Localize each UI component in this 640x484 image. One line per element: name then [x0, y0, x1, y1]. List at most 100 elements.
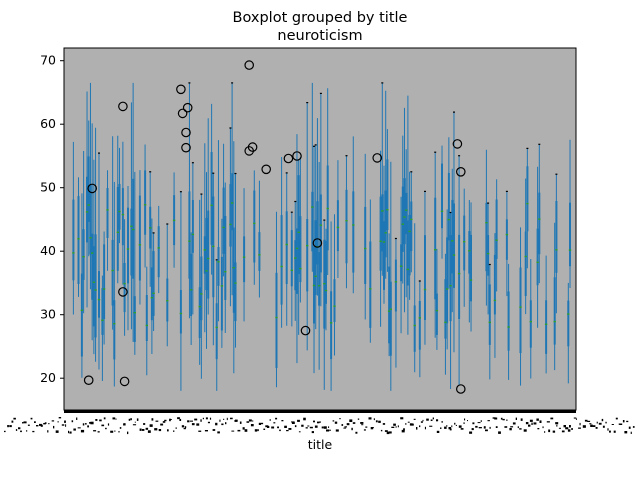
x-tick-label: [205, 430, 208, 431]
x-tick-label: [589, 423, 591, 424]
x-tick-label: [259, 423, 261, 425]
box-item: [112, 136, 113, 329]
x-tick-label: [252, 421, 253, 422]
x-tick-label: [28, 425, 30, 426]
x-tick-label: [78, 427, 81, 428]
x-tick-label: [467, 420, 468, 421]
x-tick-label: [360, 422, 363, 424]
box-item: [276, 212, 277, 388]
x-tick-label: [513, 422, 516, 424]
x-tick-label: [101, 425, 104, 427]
x-tick-label: [459, 425, 462, 427]
x-tick-label: [587, 421, 590, 422]
x-tick-label: [221, 424, 223, 426]
x-tick-label: [203, 418, 204, 419]
box-item: [414, 223, 415, 372]
x-tick-label: [393, 424, 396, 426]
box-item: [208, 118, 209, 314]
x-tick-label: [400, 417, 403, 419]
x-tick-label: [249, 419, 252, 421]
x-tick-label: [47, 430, 48, 432]
x-tick-label: [405, 423, 406, 425]
box-item: [158, 206, 159, 293]
x-tick-label: [602, 419, 604, 421]
x-tick-label: [528, 425, 530, 427]
box-item: [496, 179, 497, 291]
box-item: [225, 183, 226, 334]
x-tick-label: [235, 420, 238, 422]
x-tick-label: [355, 432, 357, 434]
x-tick-label: [219, 420, 220, 422]
x-tick-label: [333, 420, 335, 421]
x-tick-label: [20, 431, 22, 433]
box-item: [95, 128, 96, 362]
box-item: [370, 200, 371, 343]
x-tick-label: [463, 423, 465, 424]
x-tick-label: [506, 420, 508, 421]
x-tick-label: [93, 430, 96, 431]
x-tick-label: [245, 429, 248, 432]
x-tick-label: [550, 418, 553, 420]
x-tick-label: [299, 431, 301, 432]
box-item: [281, 157, 282, 328]
box-item: [325, 229, 326, 331]
x-tick-label: [143, 423, 145, 425]
x-tick-label: [426, 419, 429, 421]
box-item: [327, 88, 328, 275]
x-tick-label: [104, 417, 106, 419]
box-item: [204, 143, 205, 332]
x-tick-label: [271, 427, 274, 429]
box-item: [568, 283, 569, 384]
x-tick-label: [607, 428, 608, 430]
x-tick-label: [389, 431, 392, 433]
x-tick-label: [312, 431, 314, 433]
x-tick-label: [451, 425, 452, 427]
y-tick-label: 60: [40, 116, 56, 131]
x-tick-label: [56, 430, 59, 433]
box-item: [254, 170, 255, 284]
x-tick-label: [553, 431, 555, 433]
x-tick-label: [263, 429, 265, 430]
x-tick-label: [192, 423, 195, 425]
x-tick-label: [531, 423, 532, 425]
x-tick-label: [324, 426, 327, 429]
box-item: [404, 108, 405, 312]
x-tick-label: [129, 419, 131, 421]
x-tick-label: [583, 425, 586, 428]
box-item: [122, 142, 123, 285]
x-tick-label: [516, 418, 517, 420]
x-tick-label: [72, 420, 74, 422]
x-tick-label: [315, 426, 318, 428]
x-tick-label: [286, 430, 289, 431]
x-tick-label: [429, 426, 432, 427]
box-item: [90, 83, 91, 289]
x-tick-label: [148, 430, 151, 433]
x-tick-label: [391, 427, 394, 428]
x-tick-label: [521, 418, 523, 421]
x-tick-label: [261, 423, 263, 424]
x-tick-label: [41, 425, 43, 427]
box-item: [494, 233, 495, 358]
x-tick-label: [456, 425, 457, 426]
box-item: [107, 170, 108, 270]
x-tick-label: [437, 431, 440, 433]
x-tick-label: [257, 429, 259, 431]
x-tick-label: [488, 420, 490, 421]
x-tick-label: [374, 418, 375, 420]
x-tick-label: [270, 419, 272, 420]
x-tick-label: [353, 422, 356, 424]
x-tick-label: [559, 428, 561, 429]
x-tick-label: [127, 432, 128, 435]
x-tick-label: [585, 420, 588, 422]
x-tick-label: [36, 425, 38, 426]
x-tick-label: [284, 426, 287, 428]
box-item: [133, 83, 134, 342]
box-item: [445, 254, 446, 375]
box-item: [406, 149, 407, 297]
x-tick-label: [537, 428, 539, 429]
x-tick-label: [599, 423, 602, 425]
x-tick-label: [344, 426, 347, 427]
x-tick-label: [349, 419, 352, 422]
x-tick-label: [414, 419, 416, 420]
